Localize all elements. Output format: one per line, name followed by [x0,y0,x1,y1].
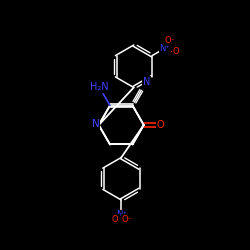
Text: O⁻: O⁻ [122,215,133,224]
Text: N: N [92,119,100,129]
Text: O: O [157,120,164,130]
Text: O: O [172,47,179,56]
Text: O: O [112,215,118,224]
Text: O⁻: O⁻ [164,36,175,45]
Text: N⁺: N⁺ [116,210,127,219]
Text: H₂N: H₂N [90,82,109,92]
Text: N: N [142,77,150,87]
Text: N⁺: N⁺ [160,44,170,53]
